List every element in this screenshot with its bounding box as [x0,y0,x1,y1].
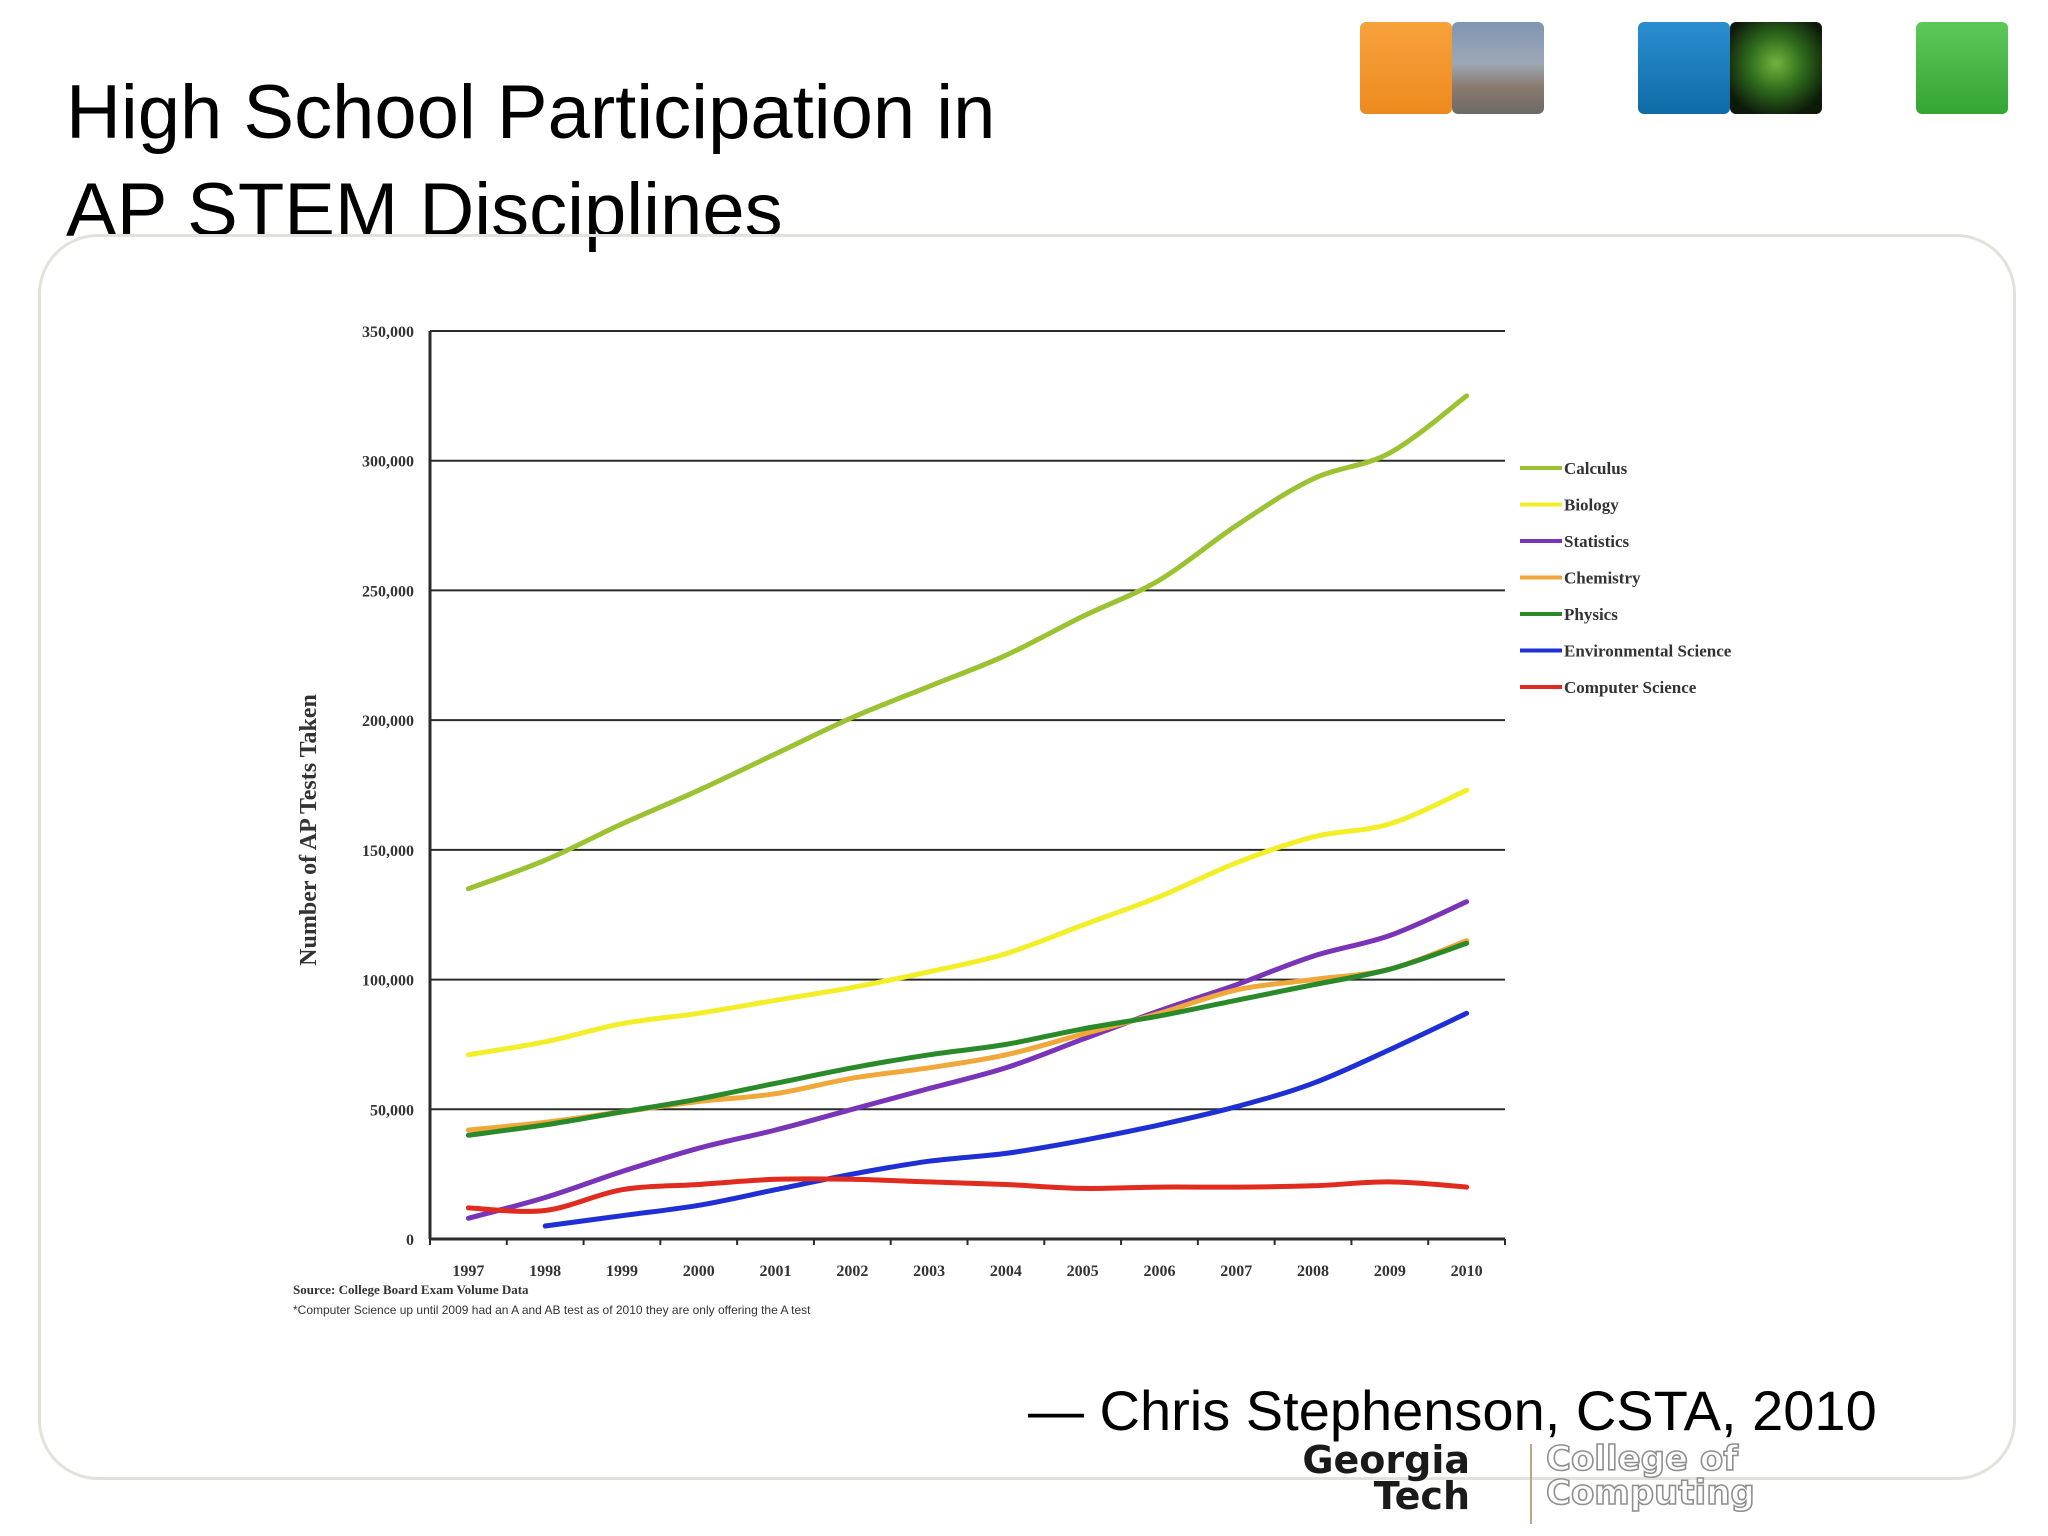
y-axis-label: Number of AP Tests Taken [296,694,322,966]
y-tick-label: 50,000 [370,1102,414,1119]
legend-label: Chemistry [1564,569,1641,588]
logo-divider [1530,1444,1532,1524]
logo-line2: Tech [1373,1474,1470,1518]
series-line-computer-science [465,1176,1470,1214]
x-tick-label: 1998 [529,1263,561,1280]
orange-tile [1360,22,1452,114]
logo-line1: Georgia [1302,1438,1470,1482]
series-line-biology [465,787,1470,1058]
legend-label: Biology [1564,496,1619,515]
y-tick-label: 350,000 [362,324,414,341]
x-axis: 1997 1998 1999 2000 2001 2002 2003 2004 2005 2006… [429,1239,1506,1280]
y-tick-label: 0 [406,1232,414,1249]
x-tick-label: 2004 [990,1263,1022,1280]
x-tick-label: 2006 [1143,1263,1175,1280]
legend-label: Physics [1564,605,1618,624]
y-axis: 0 50,000 100,000 150,000 200,000 250,000 300,0… [362,324,432,1249]
series-line-calculus [465,393,1470,892]
legend: Calculus Biology Statistics Chemistry Physic… [1520,459,1732,697]
series-lines [465,393,1470,1229]
georgia-tech-logo: Georgia Tech College of Computing [1300,1438,1780,1528]
quote-attribution: — Chris Stephenson, CSTA, 2010 [1028,1379,1877,1442]
x-tick-label: 2001 [760,1263,792,1280]
footnote: *Computer Science up until 2009 had an A… [293,1303,811,1317]
green-tile [1916,22,2008,114]
legend-label: Calculus [1564,459,1628,478]
x-tick-label: 2003 [913,1263,945,1280]
blue-tile [1638,22,1730,114]
x-tick-label: 2000 [683,1263,715,1280]
gridlines [430,330,1505,1241]
y-tick-label: 300,000 [362,454,414,471]
y-tick-label: 100,000 [362,973,414,990]
logo-sub1: College of [1545,1439,1739,1479]
x-tick-label: 1997 [452,1263,484,1280]
x-tick-label: 2010 [1451,1263,1483,1280]
x-tick-label: 2009 [1374,1263,1406,1280]
chart-container: 0 50,000 100,000 150,000 200,000 250,000 300,0… [280,310,1800,1350]
series-line-physics [465,940,1470,1138]
y-tick-label: 250,000 [362,583,414,600]
legend-label: Computer Science [1564,678,1697,697]
series-line-environmental-science [542,1010,1470,1229]
slide-title-line2: AP STEM Disciplines [66,168,783,253]
series-line-statistics [465,899,1470,1221]
logo-sub2: Computing [1545,1473,1755,1513]
line-chart: 0 50,000 100,000 150,000 200,000 250,000 300,0… [293,324,1732,1317]
logo-college: College of Computing [1545,1439,1755,1513]
y-tick-label: 200,000 [362,713,414,730]
x-tick-label: 1999 [606,1263,638,1280]
series-line-chemistry [465,938,1470,1133]
campus-photo-tile [1452,22,1544,114]
content-frame [38,234,2016,1480]
x-tick-label: 2007 [1220,1263,1252,1280]
x-tick-label: 2008 [1297,1263,1329,1280]
network-photo-tile [1730,22,1822,114]
slide-title: High School Participation in AP STEM Dis… [66,64,995,260]
slide-title-line1: High School Participation in [66,70,996,155]
source-note: Source: College Board Exam Volume Data [293,1282,529,1297]
y-tick-label: 150,000 [362,843,414,860]
logo-wordmark: Georgia Tech [1302,1438,1470,1518]
legend-label: Statistics [1564,532,1630,551]
x-tick-label: 2005 [1067,1263,1099,1280]
x-tick-label: 2002 [836,1263,868,1280]
legend-label: Environmental Science [1564,642,1732,661]
